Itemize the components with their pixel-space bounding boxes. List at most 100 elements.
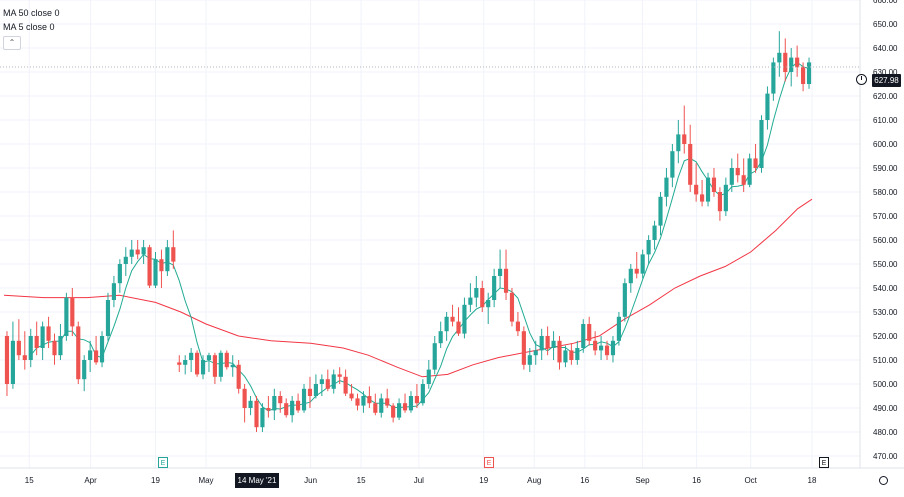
candle [551, 331, 556, 360]
candle [254, 396, 259, 432]
candle [224, 350, 229, 370]
candle-body [515, 321, 520, 332]
candle [301, 384, 307, 413]
candle [307, 376, 313, 408]
price-tick-label: 550.00 [873, 260, 898, 269]
candle [569, 343, 574, 365]
price-tick-label: 540.00 [873, 284, 898, 293]
candle [242, 384, 247, 423]
candle [414, 384, 419, 408]
candle-body [224, 352, 229, 368]
candle-body [533, 350, 538, 356]
candle-body [616, 316, 621, 341]
price-tick-label: 650.00 [873, 20, 898, 29]
candle [408, 391, 414, 413]
candle-body [94, 350, 99, 363]
candle [628, 264, 633, 293]
price-tick-label: 520.00 [873, 332, 898, 341]
candle [700, 180, 705, 207]
candle-body [242, 388, 247, 408]
candle-body [456, 321, 461, 334]
candle-body [301, 388, 307, 411]
candle-body [604, 345, 610, 356]
price-tick-label: 470.00 [873, 452, 898, 461]
candle [34, 321, 39, 356]
candle [16, 319, 21, 360]
candle [206, 352, 212, 372]
candle-body [658, 196, 663, 226]
candle [28, 328, 33, 368]
candle-body [379, 398, 384, 413]
candle-body [46, 326, 51, 341]
candle-body [741, 175, 746, 185]
candle [82, 355, 87, 392]
candle [521, 326, 526, 370]
candle [402, 393, 408, 413]
candle-body [189, 352, 194, 360]
ma50-polyline [3, 198, 813, 378]
candle [771, 57, 776, 101]
candle-body [622, 283, 627, 317]
price-tick-label: 500.00 [873, 380, 898, 389]
candle-body [587, 324, 592, 341]
candle-body [717, 192, 722, 212]
candle [575, 340, 580, 365]
earnings-flag[interactable]: E [819, 457, 829, 468]
legend-ma50[interactable]: MA 50 close 0 [3, 8, 60, 18]
candle [545, 326, 550, 356]
time-tick-label: May [198, 476, 213, 485]
candle [99, 331, 105, 368]
candle-body [569, 350, 574, 360]
truncated-header [0, 0, 170, 4]
candle-body [10, 340, 15, 384]
candle-body [414, 396, 419, 404]
candle [290, 396, 295, 423]
candle [676, 120, 681, 164]
candle [147, 244, 152, 288]
candle [22, 331, 27, 370]
candle-body [105, 300, 111, 336]
candle-body [551, 340, 556, 348]
chevron-up-icon[interactable]: ⌃ [3, 36, 21, 50]
candle [789, 48, 794, 87]
time-tick-label: Jun [304, 476, 317, 485]
candle-body [480, 288, 485, 308]
candle [111, 276, 116, 308]
candle-body [795, 57, 800, 68]
time-tick-label: 19 [479, 476, 488, 485]
price-tick-label: 510.00 [873, 356, 898, 365]
candle [391, 403, 396, 423]
price-axis: 470.00 480.00 490.00 500.00 510.00 520.00 530.… [873, 0, 898, 461]
earnings-flag-label: E [821, 460, 827, 467]
candle [658, 192, 663, 236]
price-tick-label: 610.00 [873, 116, 898, 125]
candle [397, 398, 402, 420]
candle [4, 331, 10, 396]
candle-body [177, 362, 182, 365]
candle [10, 321, 15, 389]
settings-icon[interactable] [879, 476, 888, 485]
candle [171, 230, 176, 269]
candle [200, 355, 206, 380]
candle-body [218, 352, 223, 377]
candle [765, 86, 770, 130]
candle [438, 321, 443, 348]
candle-body [141, 247, 146, 255]
earnings-flag[interactable]: E [484, 457, 494, 468]
earnings-flag[interactable]: E [158, 457, 168, 468]
candle-body [640, 254, 645, 274]
candle [468, 283, 473, 312]
candle-body [486, 300, 491, 308]
legend-ma5[interactable]: MA 5 close 0 [3, 22, 55, 32]
ma5-line [30, 61, 810, 412]
candle [711, 168, 717, 197]
candle [248, 396, 253, 416]
candle [58, 324, 63, 360]
candle-body [581, 324, 586, 348]
candle-body [694, 184, 699, 195]
candle [694, 163, 699, 202]
candle [539, 328, 544, 360]
candle-body [426, 369, 431, 384]
